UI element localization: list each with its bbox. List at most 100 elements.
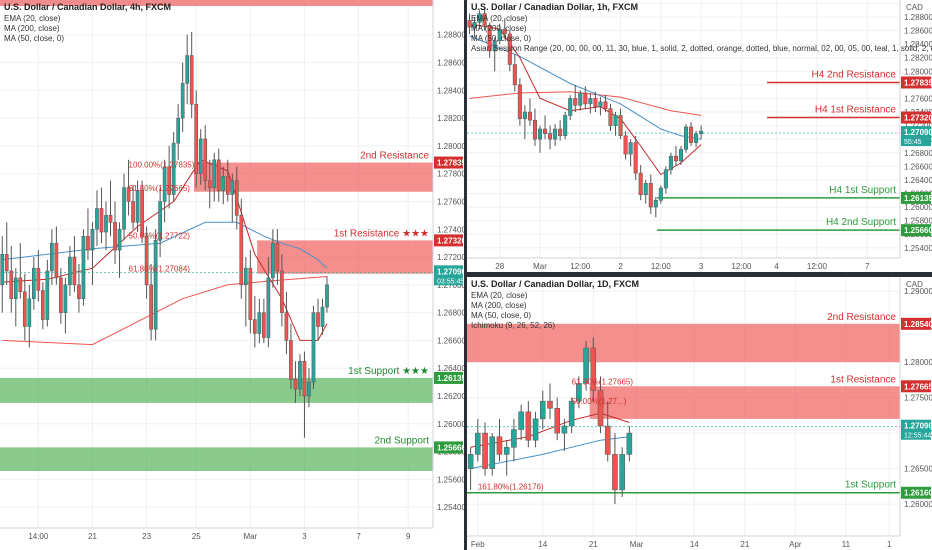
candle-bear <box>9 270 14 299</box>
candle-bull <box>537 128 543 140</box>
candle-bull <box>578 92 583 106</box>
price-tick-label: 1.26400 <box>904 176 932 185</box>
candle-bull <box>176 117 180 144</box>
time-tick-label: 12:00 <box>731 262 752 271</box>
candle-bull <box>27 298 32 327</box>
candle-bull <box>257 312 262 334</box>
candle-bear <box>4 254 9 272</box>
candle-bull <box>477 13 482 23</box>
candle-bull <box>619 454 625 491</box>
candle-bull <box>50 242 54 272</box>
candle-bull <box>532 418 539 441</box>
candle-bear <box>302 361 307 397</box>
candle-bull <box>221 176 226 191</box>
price-tick-label: 1.26800 <box>437 309 464 318</box>
level-badge-text: 1.25660 <box>437 443 464 452</box>
candle-bear <box>22 291 27 327</box>
candle-bear <box>248 267 253 320</box>
candle-bear <box>59 277 63 313</box>
current-price-badge <box>901 126 931 147</box>
zone-1st-resistance <box>589 386 900 419</box>
indicator-legend: MA (50, close, 0) <box>471 311 531 320</box>
price-tick-label: 1.28000 <box>904 67 932 76</box>
price-tick-label: 1.26000 <box>904 500 932 509</box>
time-tick-label: Mar <box>243 532 257 541</box>
d1-chart[interactable]: 2nd Resistance 1st Resistance 1st Support 6… <box>467 277 932 550</box>
indicator-legend: EMA (20, close) <box>4 14 61 23</box>
zone-label: 2nd Support <box>375 435 430 446</box>
candle-bear <box>547 400 553 409</box>
price-tick-label: 1.26600 <box>437 336 464 345</box>
time-tick-label: Feb <box>471 540 485 549</box>
candle-bear <box>293 379 298 390</box>
price-tick-label: 1.28200 <box>904 54 932 63</box>
candle-bear <box>558 128 563 137</box>
candle-bear <box>525 411 532 441</box>
panel-divider-horizontal[interactable] <box>467 272 932 277</box>
price-tick-label: 1.28400 <box>904 40 932 49</box>
time-tick-label: Mar <box>533 262 547 271</box>
candle-bear <box>583 92 588 105</box>
candle-bear <box>593 98 598 107</box>
time-tick-label: 28 <box>495 262 504 271</box>
level-badge <box>434 441 463 454</box>
price-tick-label: 1.26000 <box>437 420 464 429</box>
price-tick-label: 1.27600 <box>437 197 464 206</box>
zone-2nd-resistance <box>467 323 900 363</box>
price-tick-label: 1.27800 <box>437 170 464 179</box>
time-tick-label: Apr <box>789 540 802 549</box>
price-tick-label: 1.26600 <box>904 162 932 171</box>
price-tick-label: 1.27600 <box>904 94 932 103</box>
candle-bear <box>543 128 548 135</box>
price-tick-label: 1.29000 <box>904 287 932 296</box>
h4-chart[interactable]: 2nd Resistance 1st Resistance ★★★ 1st Supp… <box>0 0 464 550</box>
candle-bear <box>149 284 153 330</box>
candle-bull <box>588 98 593 105</box>
time-tick-label: 4 <box>774 262 779 271</box>
zone-label: 1st Resistance <box>830 374 896 385</box>
candle-bull <box>472 22 477 28</box>
indicator-legend: Ichimoku (9, 26, 52, 26) <box>471 321 555 330</box>
candle-bear <box>517 84 522 120</box>
level-badge <box>901 111 931 124</box>
candle-bull <box>135 190 140 223</box>
indicator-legend: EMA (20, close) <box>471 14 528 23</box>
d1-chart-panel[interactable]: 2nd Resistance 1st Resistance 1st Support 6… <box>467 277 932 550</box>
candle-bear <box>502 28 507 35</box>
candle-bull <box>699 130 704 135</box>
candle-bull <box>45 270 50 320</box>
candle-bear <box>548 133 553 140</box>
zone-label: 1st Resistance ★★★ <box>334 228 429 239</box>
price-tick-label: 1.28800 <box>904 13 932 22</box>
candle-bear <box>597 390 604 427</box>
level-label: H4 1st Resistance <box>815 104 897 115</box>
candle-bull <box>568 98 573 116</box>
h1-chart[interactable]: H4 2nd Resistance H4 1st Resistance H4 1st… <box>467 0 932 272</box>
candle-bear <box>36 267 41 291</box>
candle-bear <box>99 208 104 233</box>
level-badge-text: 1.28540 <box>904 320 932 329</box>
h4-chart-panel[interactable]: 2nd Resistance 1st Resistance ★★★ 1st Supp… <box>0 0 464 550</box>
level-badge-text: 1.26135 <box>904 194 932 203</box>
candle-bear <box>673 155 678 162</box>
level-label: H4 1st Support <box>829 185 896 196</box>
price-tick-label: 1.25400 <box>904 244 932 253</box>
candle-bear <box>633 142 638 174</box>
panel-divider-vertical[interactable] <box>464 0 467 550</box>
time-tick-label: Mar <box>630 540 644 549</box>
fib-label: 61.80%(1.27084) <box>129 265 191 274</box>
current-price-countdown: 03:55:45 <box>437 278 464 285</box>
candle-bull <box>694 133 699 143</box>
h1-chart-panel[interactable]: H4 2nd Resistance H4 1st Resistance H4 1st… <box>467 0 932 272</box>
level-badge <box>901 76 931 89</box>
time-tick-label: 11 <box>842 540 851 549</box>
candle-bear <box>623 135 628 155</box>
zone-2nd-support <box>0 447 433 472</box>
indicator-legend: Asian Session Range (20, 00, 00, 00, 11,… <box>471 44 932 53</box>
chart-background <box>467 0 932 272</box>
price-tick-label: 1.27200 <box>437 253 464 262</box>
fib-label: 61.80%(1.27665) <box>129 184 191 193</box>
candle-bull <box>475 432 481 455</box>
candle-bear <box>140 190 144 237</box>
candle-bull <box>230 180 235 195</box>
